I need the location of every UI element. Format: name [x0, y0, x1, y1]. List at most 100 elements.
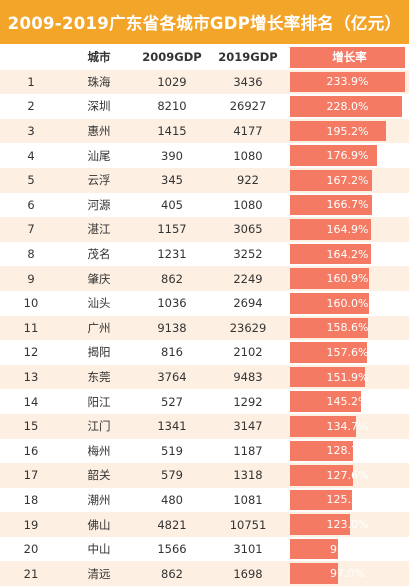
rate-bar-track: 98.0% — [290, 538, 405, 560]
rate-label: 127.6% — [326, 468, 369, 482]
rate-label: 160.0% — [326, 296, 369, 310]
gdp2019-cell: 1187 — [233, 443, 263, 458]
table-row: 17 韶关 579 1318 127.6% — [0, 463, 409, 488]
rate-bar — [290, 391, 362, 412]
city-cell: 珠海 — [87, 74, 111, 89]
rank-cell: 21 — [23, 566, 39, 581]
rate-bar-track: 123.0% — [290, 514, 405, 535]
table-row: 13 东莞 3764 9483 151.9% — [0, 364, 409, 390]
rate-bar-track: 228.0% — [290, 96, 405, 117]
gdp2009-cell: 9138 — [157, 320, 187, 335]
rate-cell: 158.6% — [290, 316, 409, 341]
rate-label: 151.9% — [326, 370, 369, 384]
gdp2009-cell: 390 — [161, 148, 183, 163]
table-row: 8 茂名 1231 3252 164.2% — [0, 241, 409, 267]
rate-bar — [290, 489, 352, 511]
rate-cell: 98.0% — [290, 537, 409, 562]
gdp2019-cell: 3252 — [233, 247, 263, 262]
gdp2019-cell: 1080 — [233, 148, 263, 163]
title-bar: 2009-2019广东省各城市GDP增长率排名（亿元） — [0, 0, 409, 44]
rate-bar — [290, 440, 354, 462]
rate-label: 158.6% — [326, 321, 369, 335]
gdp2009-cell: 1157 — [157, 222, 187, 237]
gdp2009-cell: 1029 — [157, 74, 187, 89]
gdp2009-cell: 519 — [161, 443, 183, 458]
gdp2009-cell: 1341 — [157, 419, 187, 434]
rate-bar-track: 127.6% — [290, 465, 405, 486]
header-rate-background — [290, 47, 405, 68]
gdp2019-cell: 3147 — [233, 419, 263, 434]
gdp2019-cell: 4177 — [233, 124, 263, 139]
table-row: 1 珠海 1029 3436 233.9% — [0, 69, 409, 95]
gdp2019-cell: 9483 — [233, 370, 263, 385]
gdp2019-cell: 2694 — [233, 296, 263, 311]
city-cell: 深圳 — [87, 99, 111, 114]
rate-label: 195.2% — [326, 124, 369, 138]
gdp2009-cell: 862 — [161, 271, 183, 286]
gdp2019-cell: 2249 — [233, 271, 263, 286]
gdp2009-cell: 345 — [161, 173, 183, 188]
table-row: 16 梅州 519 1187 128.7% — [0, 438, 409, 464]
header-rate-label: 增长率 — [332, 50, 367, 65]
city-cell: 广州 — [87, 320, 111, 335]
table-row: 21 清远 862 1698 97.0% — [0, 561, 409, 586]
rate-bar — [290, 219, 372, 240]
city-cell: 惠州 — [87, 124, 111, 139]
city-cell: 揭阳 — [87, 345, 111, 360]
rate-cell: 228.0% — [290, 94, 409, 119]
table-row: 6 河源 405 1080 166.7% — [0, 192, 409, 218]
gdp2019-cell: 1292 — [233, 394, 263, 409]
rate-cell: 157.6% — [290, 340, 409, 365]
rate-label: 176.9% — [326, 149, 369, 163]
table-row: 9 肇庆 862 2249 160.9% — [0, 266, 409, 291]
rate-cell: 123.0% — [290, 512, 409, 537]
rate-bar-track: 164.9% — [290, 219, 405, 240]
rate-bar — [290, 538, 339, 560]
rate-label: 98.0% — [330, 542, 365, 556]
gdp2019-cell: 3436 — [233, 74, 263, 89]
rank-cell: 9 — [27, 271, 35, 286]
rate-label: 125.2% — [326, 493, 369, 507]
rate-bar — [290, 169, 373, 191]
gdp2009-cell: 816 — [161, 345, 183, 360]
table-row: 14 阳江 527 1292 145.2% — [0, 389, 409, 414]
gdp2019-cell: 1081 — [233, 492, 263, 507]
rank-cell: 3 — [27, 124, 35, 139]
city-cell: 佛山 — [87, 517, 111, 532]
rate-label: 157.6% — [326, 345, 369, 359]
gdp2019-cell: 3065 — [233, 222, 263, 237]
rank-cell: 8 — [27, 247, 35, 262]
city-cell: 韶关 — [87, 468, 111, 483]
rate-bar-track: 160.9% — [290, 268, 405, 289]
rate-cell: 160.9% — [290, 266, 409, 291]
rate-bar — [290, 317, 368, 339]
table-row: 18 潮州 480 1081 125.2% — [0, 487, 409, 513]
city-cell: 河源 — [87, 197, 111, 212]
rate-bar-track: 164.2% — [290, 243, 405, 265]
rate-label: 128.7% — [326, 444, 369, 458]
rate-cell: 160.0% — [290, 291, 409, 316]
rate-bar — [290, 243, 371, 265]
city-cell: 茂名 — [87, 247, 111, 262]
table-row: 3 惠州 1415 4177 195.2% — [0, 118, 409, 144]
rate-bar-track: 176.9% — [290, 145, 405, 166]
rank-cell: 2 — [27, 99, 35, 114]
rank-cell: 11 — [23, 320, 39, 335]
rate-bar-track: 195.2% — [290, 120, 405, 142]
rate-cell: 164.2% — [290, 242, 409, 267]
page-title: 2009-2019广东省各城市GDP增长率排名（亿元） — [7, 14, 402, 33]
rate-label: 233.9% — [326, 75, 369, 89]
rank-cell: 10 — [23, 296, 39, 311]
rate-bar — [290, 96, 403, 117]
city-cell: 阳江 — [87, 394, 111, 409]
rate-bar-track: 166.7% — [290, 194, 405, 216]
rate-bar-track: 134.7% — [290, 415, 405, 437]
rate-bar — [290, 465, 353, 486]
rate-label: 164.2% — [326, 247, 369, 261]
table-row: 5 云浮 345 922 167.2% — [0, 167, 409, 193]
city-cell: 江门 — [87, 419, 111, 434]
gdp2009-cell: 3764 — [157, 370, 187, 385]
gdp2019-cell: 2102 — [233, 345, 263, 360]
table-row: 12 揭阳 816 2102 157.6% — [0, 340, 409, 365]
rank-cell: 1 — [27, 74, 35, 89]
